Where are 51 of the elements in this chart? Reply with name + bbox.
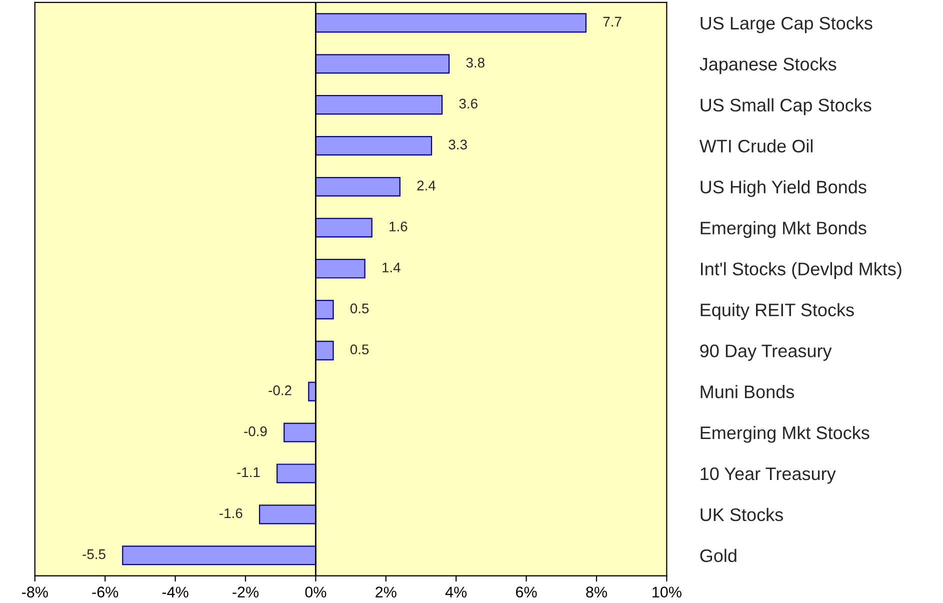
y-tick-label: US Small Cap Stocks [700, 98, 872, 116]
data-label: -5.5 [82, 549, 106, 560]
bar [276, 464, 316, 484]
x-tick-label: 2% [376, 586, 396, 598]
bar [284, 422, 316, 442]
bar [315, 340, 334, 360]
y-tick-label: US Large Cap Stocks [700, 16, 872, 34]
y-tick-label: Emerging Mkt Stocks [700, 426, 870, 443]
x-tick-label: -4% [162, 586, 188, 598]
data-label: 0.5 [350, 344, 369, 354]
bar [315, 136, 432, 156]
bar [315, 176, 400, 197]
data-label: 3.3 [448, 140, 467, 150]
data-label: 1.4 [382, 262, 400, 272]
bar [258, 504, 316, 524]
y-tick-label: WTI Crude Oil [699, 139, 812, 152]
bar [315, 95, 443, 115]
x-tick-label: 8% [586, 586, 607, 598]
y-tick-label: US High Yield Bonds [700, 180, 866, 198]
bar [315, 13, 587, 33]
y-tick-label: Muni Bonds [700, 385, 794, 398]
bar [315, 54, 450, 74]
bar [315, 258, 366, 278]
y-tick-label: Gold [700, 548, 736, 562]
y-tick-label: UK Stocks [700, 508, 783, 522]
bar [315, 300, 334, 320]
data-label: -0.2 [268, 385, 292, 396]
x-tick-label: 10% [652, 586, 682, 598]
y-tick-label: Int'l Stocks (Devlpd Mkts) [701, 262, 902, 279]
y-tick-label: 10 Year Treasury [700, 467, 836, 484]
data-label: -1.6 [220, 508, 242, 518]
x-tick-label: -2% [232, 586, 259, 598]
data-label: 7.7 [603, 16, 622, 26]
x-tick-label: 0% [305, 586, 326, 598]
x-tick-label: -6% [92, 586, 118, 598]
x-tick-label: -8% [22, 586, 48, 598]
data-label: 0.5 [350, 304, 369, 314]
y-tick-label: 90 Day Treasury [700, 344, 832, 361]
data-label: 2.4 [417, 180, 436, 190]
x-tick-label: 6% [516, 586, 537, 598]
bar [315, 218, 372, 238]
data-label: 1.6 [390, 222, 408, 232]
y-tick-label: Japanese Stocks [700, 57, 836, 74]
x-tick-label: 4% [445, 586, 467, 598]
data-label: 3.6 [459, 98, 478, 109]
y-tick-label: Equity REIT Stocks [700, 303, 854, 320]
data-label: 3.8 [466, 58, 484, 68]
data-label: -0.9 [244, 426, 267, 436]
data-label: -1.1 [237, 468, 260, 478]
y-tick-label: Emerging Mkt Bonds [700, 221, 866, 238]
bar [122, 546, 316, 566]
